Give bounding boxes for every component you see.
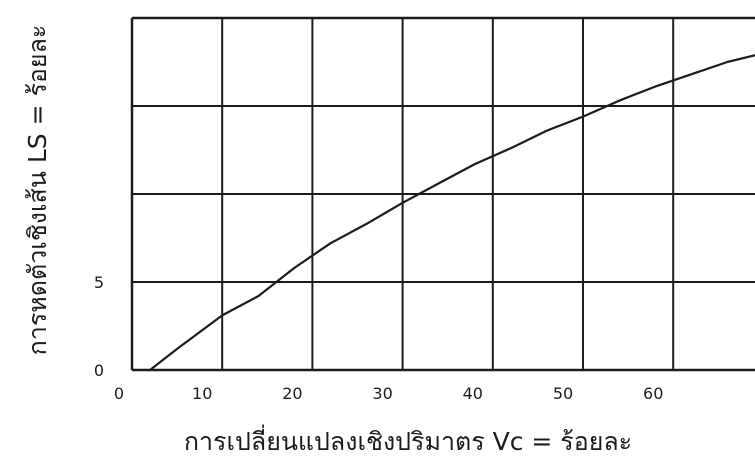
- y-tick-label-5: 5: [94, 273, 104, 292]
- x-tick-labels: 0 10 20 30 40 50 60: [114, 384, 663, 403]
- y-tick-labels: 05: [94, 273, 104, 380]
- x-tick-label-30: 30: [372, 384, 392, 403]
- x-tick-label-0: 0: [114, 384, 124, 403]
- series-line-0: [148, 54, 755, 372]
- x-tick-label-10: 10: [192, 384, 212, 403]
- x-tick-label-60: 60: [643, 384, 663, 403]
- plot-frame: [130, 16, 755, 372]
- x-tick-label-50: 50: [553, 384, 573, 403]
- grid: [132, 18, 755, 370]
- x-tick-label-20: 20: [282, 384, 302, 403]
- x-tick-label-40: 40: [463, 384, 483, 403]
- x-axis-title: การเปลี่ยนแปลงเชิงปริมาตร Vc = ร้อยละ: [184, 424, 632, 456]
- y-axis-title: การหดตัวเชิงเส้น LS = ร้อยละ: [23, 25, 52, 356]
- series-layer: [148, 54, 755, 372]
- y-tick-label-0: 0: [94, 361, 104, 380]
